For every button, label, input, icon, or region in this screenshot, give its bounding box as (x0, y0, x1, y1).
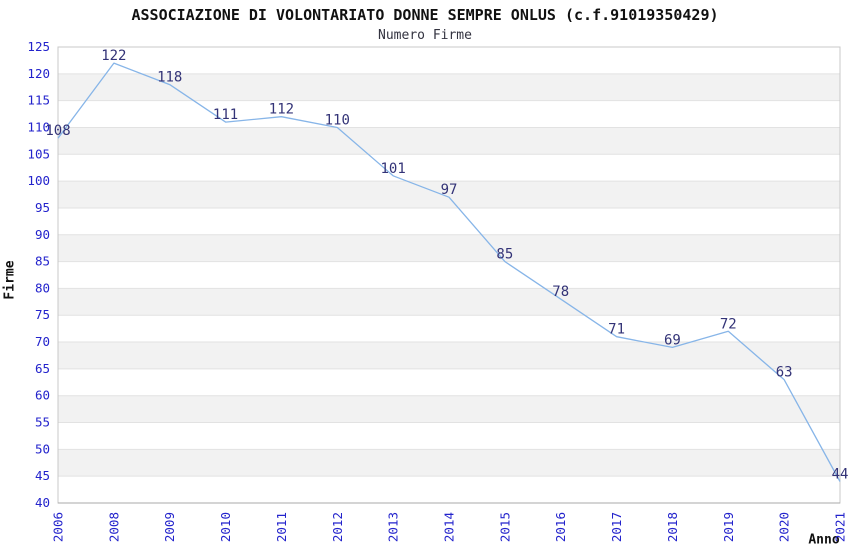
data-label: 101 (380, 161, 405, 177)
band (58, 127, 840, 155)
data-label: 118 (157, 70, 182, 86)
x-tick-label: 2009 (162, 512, 177, 542)
y-tick-label: 45 (35, 468, 50, 483)
x-tick-label: 2015 (497, 512, 512, 542)
y-tick-label: 85 (35, 254, 50, 269)
data-label: 69 (664, 332, 681, 348)
y-tick-label: 70 (35, 334, 50, 349)
band (58, 234, 840, 262)
x-tick-label: 2020 (777, 512, 792, 542)
band (58, 395, 840, 423)
y-tick-label: 65 (35, 361, 50, 376)
x-tick-label: 2017 (609, 512, 624, 542)
data-label: 110 (325, 112, 350, 128)
band (58, 181, 840, 208)
x-tick-label: 2010 (218, 512, 233, 542)
data-label: 85 (496, 247, 513, 263)
band (58, 288, 840, 316)
data-label: 44 (832, 467, 849, 483)
data-label: 71 (608, 322, 625, 338)
chart-title: ASSOCIAZIONE DI VOLONTARIATO DONNE SEMPR… (131, 6, 719, 24)
data-label: 72 (720, 316, 737, 332)
y-tick-label: 40 (35, 495, 50, 510)
y-tick-label: 90 (35, 227, 50, 242)
band (58, 73, 840, 101)
y-tick-label: 120 (27, 66, 50, 81)
y-tick-label: 110 (27, 119, 50, 134)
y-tick-label: 60 (35, 388, 50, 403)
y-tick-label: 125 (27, 39, 50, 54)
x-tick-label: 2021 (833, 512, 848, 542)
plot-border (57, 46, 841, 504)
y-tick-label: 95 (35, 200, 50, 215)
y-tick-label: 100 (27, 173, 50, 188)
x-tick-label: 2019 (721, 512, 736, 542)
series-line (57, 62, 841, 482)
x-tick-label: 2018 (665, 512, 680, 542)
y-tick-label: 50 (35, 441, 50, 456)
x-tick-label: 2008 (106, 512, 121, 542)
data-label: 111 (213, 107, 238, 123)
data-label: 122 (101, 48, 126, 64)
band (58, 449, 840, 477)
band (58, 342, 840, 369)
y-tick-label: 80 (35, 280, 50, 295)
x-tick-label: 2011 (274, 512, 289, 542)
x-tick-label: 2016 (553, 512, 568, 542)
y-tick-label: 115 (27, 93, 50, 108)
x-tick-label: 2006 (51, 512, 66, 542)
y-tick-label: 75 (35, 307, 50, 322)
data-label: 63 (776, 365, 793, 381)
data-label: 108 (45, 123, 70, 139)
data-label: 78 (552, 284, 569, 300)
x-axis-title: Anno (808, 532, 840, 548)
y-tick-label: 105 (27, 146, 50, 161)
data-label: 97 (441, 182, 458, 198)
y-tick-label: 55 (35, 415, 50, 430)
chart-subtitle: Numero Firme (378, 28, 472, 43)
x-tick-label: 2013 (386, 512, 401, 542)
x-tick-label: 2012 (330, 512, 345, 542)
data-label: 112 (269, 102, 294, 118)
x-tick-label: 2014 (442, 512, 457, 542)
